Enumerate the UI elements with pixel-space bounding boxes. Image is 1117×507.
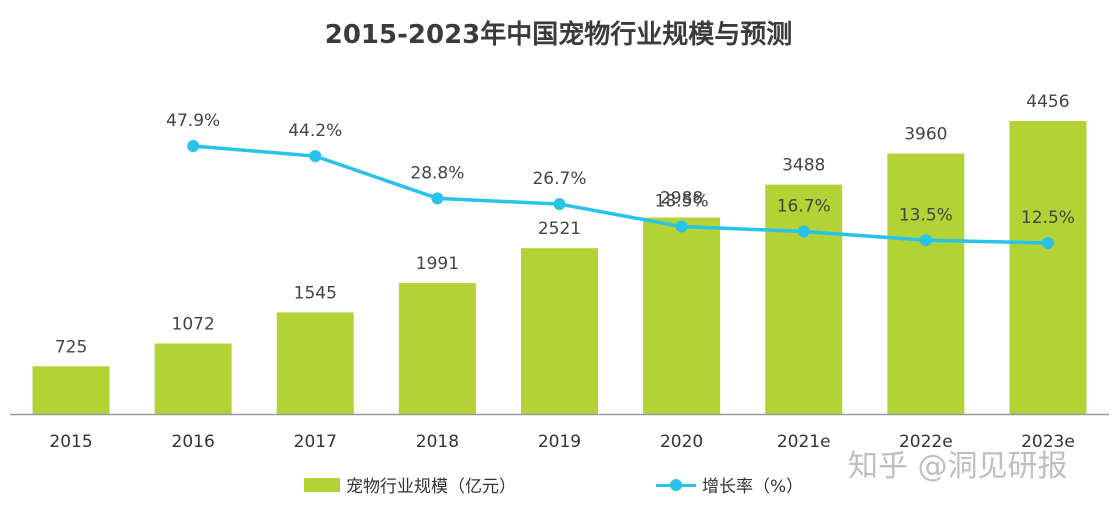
growth-label: 13.5% <box>899 205 953 225</box>
growth-point <box>797 225 810 238</box>
legend-line-label: 增长率（%） <box>702 477 804 497</box>
x-tick-label: 2019 <box>538 432 581 452</box>
bar-value-label: 3488 <box>782 156 825 176</box>
growth-label: 28.8% <box>410 163 464 183</box>
growth-point <box>919 234 932 247</box>
growth-label: 26.7% <box>532 169 586 189</box>
bar <box>154 343 232 414</box>
growth-label: 18.5% <box>655 192 709 212</box>
x-tick-label: 2020 <box>660 432 703 452</box>
bar <box>398 283 476 414</box>
growth-point <box>431 192 444 205</box>
growth-point <box>309 150 322 163</box>
x-tick-label: 2015 <box>49 432 92 452</box>
bar-value-label: 1545 <box>294 283 337 303</box>
growth-line <box>193 144 1048 245</box>
x-tick-label: 2021e <box>777 432 831 452</box>
bar-value-label: 3960 <box>904 125 947 145</box>
legend-item-line: 增长率（%） <box>656 472 803 497</box>
legend-line-swatch <box>656 478 696 492</box>
bar <box>887 153 965 414</box>
bar-value-label: 1072 <box>172 315 215 335</box>
x-tick-label: 2017 <box>294 432 337 452</box>
watermark: 知乎 @洞见研报 <box>848 449 1068 484</box>
chart-title: 2015-2023年中国宠物行业规模与预测 <box>324 20 793 50</box>
bar-value-label: 2988 <box>660 189 703 209</box>
growth-label: 44.2% <box>288 121 342 141</box>
legend-bar-swatch <box>304 477 340 492</box>
bar-value-label: 1991 <box>416 254 459 274</box>
bar <box>276 312 354 414</box>
growth-label: 47.9% <box>166 111 220 131</box>
bar <box>643 217 721 414</box>
x-tick-label: 2022e <box>899 432 953 452</box>
growth-point <box>675 220 688 233</box>
bar <box>1009 121 1087 414</box>
growth-label: 16.7% <box>777 196 831 216</box>
bar-value-label: 725 <box>55 337 87 357</box>
bar <box>32 366 110 414</box>
growth-label: 12.5% <box>1021 208 1075 228</box>
bar-value-label: 4456 <box>1026 92 1069 112</box>
legend-item-bar: 宠物行业规模（亿元） <box>304 472 516 497</box>
x-tick-label: 2023e <box>1021 432 1075 452</box>
growth-point <box>187 140 200 152</box>
bar <box>765 184 843 414</box>
legend-bar-label: 宠物行业规模（亿元） <box>346 477 516 497</box>
growth-point <box>553 198 566 211</box>
growth-point <box>1041 237 1054 249</box>
bar-value-label: 2521 <box>538 219 581 239</box>
x-tick-label: 2018 <box>416 432 459 452</box>
x-tick-label: 2016 <box>172 432 215 452</box>
bar <box>521 248 598 414</box>
